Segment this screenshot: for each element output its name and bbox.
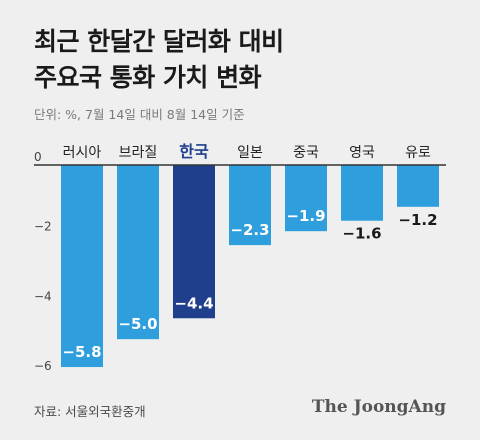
category-label: 영국 xyxy=(349,145,375,161)
y-tick-label: 0 xyxy=(34,150,42,164)
bar xyxy=(341,165,383,221)
bar xyxy=(61,165,103,368)
data-label: −5.0 xyxy=(118,315,157,333)
category-label: 일본 xyxy=(237,145,263,161)
data-label: −4.4 xyxy=(174,294,213,312)
bar xyxy=(285,165,327,232)
bar xyxy=(397,165,439,207)
category-label: 중국 xyxy=(293,145,319,161)
publisher-logo: The JoongAng xyxy=(311,397,446,417)
chart-title-line-1: 최근 한달간 달러화 대비 xyxy=(34,27,284,56)
y-tick-label: −2 xyxy=(34,220,52,234)
unit-note: 단위: %, 7월 14일 대비 8월 14일 기준 xyxy=(34,107,245,122)
data-label: −1.2 xyxy=(398,211,437,229)
category-label: 브라질 xyxy=(119,145,158,161)
bar xyxy=(173,165,215,319)
data-label: −2.3 xyxy=(230,221,269,239)
chart-title: 최근 한달간 달러화 대비 주요국 통화 가치 변화 xyxy=(34,24,284,96)
bar xyxy=(117,165,159,340)
y-tick-label: −4 xyxy=(34,289,52,303)
category-label: 유로 xyxy=(405,145,431,161)
chart-title-line-2: 주요국 통화 가치 변화 xyxy=(34,63,262,92)
source-note: 자료: 서울외국환중개 xyxy=(34,404,146,419)
bar xyxy=(229,165,271,246)
data-label: −1.9 xyxy=(286,207,325,225)
y-tick-label: −6 xyxy=(34,359,52,373)
category-label: 한국 xyxy=(179,142,209,161)
category-label: 러시아 xyxy=(63,145,102,161)
data-label: −1.6 xyxy=(342,225,381,243)
data-label: −5.8 xyxy=(62,343,101,361)
